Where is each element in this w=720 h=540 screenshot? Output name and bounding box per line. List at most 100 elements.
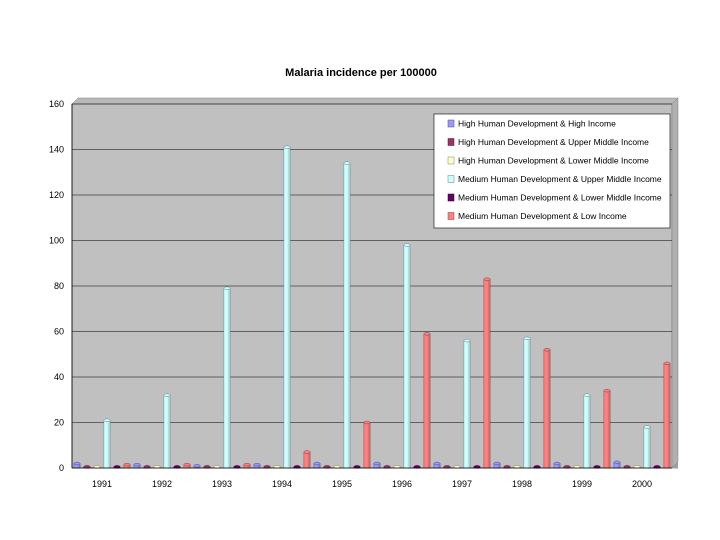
bar xyxy=(213,465,221,469)
bar xyxy=(163,393,171,469)
bar-cap xyxy=(613,460,621,464)
bar xyxy=(433,461,441,469)
bar-shade xyxy=(427,333,431,468)
bar xyxy=(463,338,471,469)
bar xyxy=(643,425,651,469)
bar xyxy=(153,465,161,469)
bar-shade xyxy=(187,464,191,468)
bar-shade xyxy=(617,462,621,468)
plot-side-wall xyxy=(671,97,679,469)
x-tick-label: 1992 xyxy=(152,479,172,489)
bar-shade xyxy=(137,464,141,468)
chart-title: Malaria incidence per 100000 xyxy=(285,67,437,79)
y-tick-label: 120 xyxy=(49,190,64,200)
bar xyxy=(123,462,131,469)
bar xyxy=(543,348,551,469)
bar-cap xyxy=(123,462,131,467)
legend-label: Medium Human Development & Upper Middle … xyxy=(458,174,662,184)
bar-shade xyxy=(467,340,471,468)
bar-cap xyxy=(493,461,501,466)
legend-swatch xyxy=(447,175,455,183)
legend-label: High Human Development & Lower Middle In… xyxy=(458,156,649,166)
bar-cap xyxy=(313,461,321,466)
bar-cap xyxy=(303,450,311,454)
y-tick-labels: 0 20 40 60 80 100 120 140 160 xyxy=(49,99,64,473)
legend-item: Medium Human Development & Upper Middle … xyxy=(447,174,662,184)
legend-item: High Human Development & Upper Middle In… xyxy=(447,137,649,147)
bar-shade xyxy=(497,463,501,468)
x-tick-label: 1999 xyxy=(572,479,592,489)
bar-shade xyxy=(547,349,551,468)
y-tick-label: 40 xyxy=(54,372,64,382)
bar-cap xyxy=(543,348,551,352)
bar-shade xyxy=(307,452,311,468)
bar-cap xyxy=(403,243,411,247)
y-tick-label: 160 xyxy=(49,99,64,109)
bar xyxy=(253,462,261,469)
bar xyxy=(73,461,81,469)
bar xyxy=(493,461,501,469)
legend-label: Medium Human Development & Low Income xyxy=(458,211,627,221)
legend-box xyxy=(433,113,671,229)
bar-shade xyxy=(167,395,171,468)
bar-cap xyxy=(553,461,561,466)
bar-cap xyxy=(523,336,531,340)
bar-shade xyxy=(247,464,251,468)
legend-swatch xyxy=(447,119,455,128)
bar xyxy=(373,461,381,469)
axes xyxy=(71,104,672,469)
bar xyxy=(553,461,561,469)
x-tick-label: 1991 xyxy=(92,479,112,489)
y-tick-label: 0 xyxy=(59,463,64,473)
bar xyxy=(473,465,481,469)
y-tick-label: 60 xyxy=(54,327,64,337)
bar-shade xyxy=(527,338,531,468)
x-tick-label: 1994 xyxy=(272,479,292,489)
y-tick-label: 20 xyxy=(54,418,64,428)
bar xyxy=(583,393,591,469)
x-tick-label: 2000 xyxy=(632,479,652,489)
bar-cap xyxy=(163,393,171,397)
bar xyxy=(193,464,201,469)
bar xyxy=(363,420,371,469)
bar xyxy=(613,460,621,469)
y-tick-label: 100 xyxy=(49,236,64,246)
bar-cap xyxy=(193,464,201,468)
bar-cap xyxy=(253,462,261,467)
bar-cap xyxy=(103,418,111,422)
legend-swatch xyxy=(447,193,455,202)
bar-cap xyxy=(423,332,431,336)
bar-shade xyxy=(317,463,321,468)
legend-swatch xyxy=(447,156,455,165)
legend-label: High Human Development & Upper Middle In… xyxy=(458,137,649,147)
bar xyxy=(663,361,671,469)
x-tick-label: 1998 xyxy=(512,479,532,489)
legend-item: Medium Human Development & Lower Middle … xyxy=(447,193,662,203)
bar-cap xyxy=(643,425,651,429)
bar-shade xyxy=(107,420,111,468)
bar xyxy=(533,465,541,469)
x-tick-label: 1996 xyxy=(392,479,412,489)
bar xyxy=(313,461,321,469)
bar xyxy=(443,465,451,469)
bar-shade xyxy=(557,463,561,468)
bar-shade xyxy=(287,147,291,468)
bar xyxy=(523,336,531,469)
legend-item: High Human Development & High Income xyxy=(447,119,616,129)
bar-shade xyxy=(607,390,611,468)
bar-shade xyxy=(377,463,381,468)
bar-shade xyxy=(77,463,81,468)
bar-cap xyxy=(73,461,81,466)
bar-cap xyxy=(463,338,471,343)
bar xyxy=(483,277,491,469)
legend-swatch xyxy=(447,138,455,146)
bar-cap xyxy=(583,393,591,397)
bar-cap xyxy=(343,161,351,165)
bar-shade xyxy=(127,464,131,468)
bar-shade xyxy=(437,463,441,468)
bar-shade xyxy=(367,422,371,468)
x-tick-label: 1995 xyxy=(332,479,352,489)
bar-shade xyxy=(587,395,591,468)
bar xyxy=(83,465,91,469)
bar xyxy=(423,332,431,469)
